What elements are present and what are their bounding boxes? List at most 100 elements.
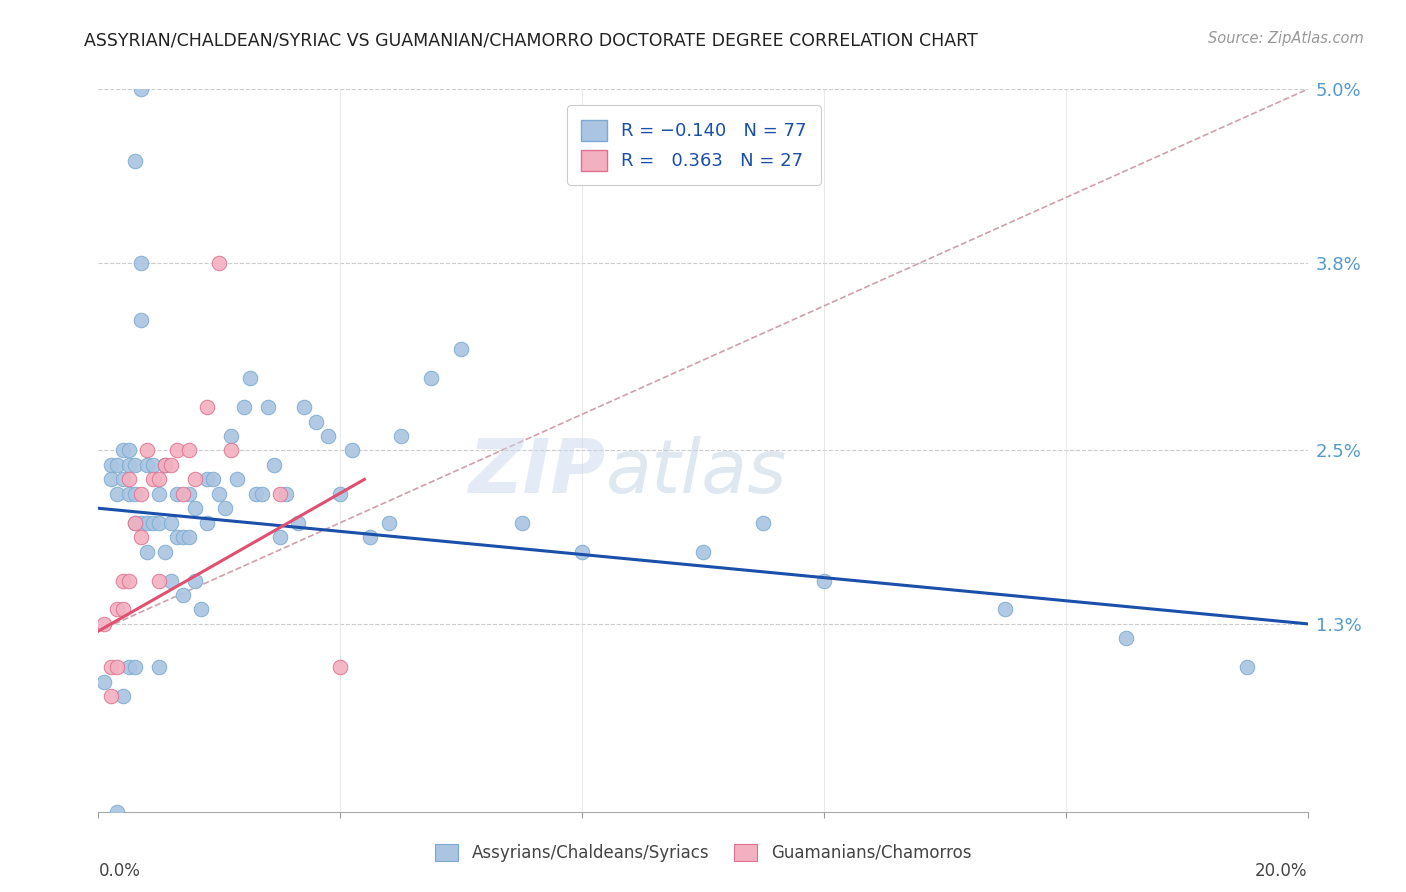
Point [172,487,194,501]
Point [105,458,128,472]
Point [377,516,399,530]
Point [450,343,472,357]
Point [239,371,262,385]
Point [142,458,165,472]
Point [510,516,533,530]
Point [118,458,141,472]
Point [153,458,176,472]
Point [179,443,201,458]
Point [111,574,134,588]
Point [124,154,146,169]
Text: 0.0%: 0.0% [98,863,141,880]
Point [118,443,141,458]
Point [1115,632,1137,646]
Point [179,530,201,544]
Point [148,472,170,486]
Point [142,472,165,486]
Point [105,805,128,819]
Point [142,516,165,530]
Point [269,487,291,501]
Point [166,443,188,458]
Point [287,516,309,530]
Point [124,516,146,530]
Point [342,443,364,458]
Point [813,574,835,588]
Text: atlas: atlas [606,436,787,508]
Point [105,487,128,501]
Point [184,574,207,588]
Point [752,516,775,530]
Point [124,458,146,472]
Point [93,674,115,689]
Point [124,660,146,674]
Point [100,660,122,674]
Point [245,487,267,501]
Point [190,602,212,616]
Point [118,487,141,501]
Point [172,588,194,602]
Point [118,472,141,486]
Point [184,501,207,516]
Point [148,516,170,530]
Point [129,255,152,269]
Point [166,487,188,501]
Point [269,530,291,544]
Point [232,400,254,414]
Point [148,574,170,588]
Point [135,516,157,530]
Point [135,458,157,472]
Point [129,516,152,530]
Point [214,501,236,516]
Point [105,602,128,616]
Point [208,487,231,501]
Point [292,400,315,414]
Point [111,472,134,486]
Point [195,472,218,486]
Point [111,602,134,616]
Point [118,574,141,588]
Point [100,472,122,486]
Point [148,487,170,501]
Point [329,487,352,501]
Point [129,313,152,327]
Point [111,443,134,458]
Text: ASSYRIAN/CHALDEAN/SYRIAC VS GUAMANIAN/CHAMORRO DOCTORATE DEGREE CORRELATION CHAR: ASSYRIAN/CHALDEAN/SYRIAC VS GUAMANIAN/CH… [84,31,979,49]
Point [274,487,297,501]
Point [360,530,382,544]
Point [389,429,412,443]
Point [160,574,183,588]
Point [195,516,218,530]
Legend: Assyrians/Chaldeans/Syriacs, Guamanians/Chamorros: Assyrians/Chaldeans/Syriacs, Guamanians/… [427,837,979,869]
Point [195,400,218,414]
Text: 20.0%: 20.0% [1256,863,1308,880]
Point [105,660,128,674]
Point [692,544,714,558]
Point [420,371,443,385]
Point [221,429,243,443]
Point [994,602,1017,616]
Point [129,82,152,96]
Point [129,487,152,501]
Point [135,544,157,558]
Point [100,458,122,472]
Point [153,458,176,472]
Point [250,487,273,501]
Point [221,443,243,458]
Point [226,472,249,486]
Point [1236,660,1258,674]
Point [129,530,152,544]
Point [571,544,593,558]
Point [305,415,328,429]
Point [179,487,201,501]
Point [118,660,141,674]
Point [148,660,170,674]
Point [100,689,122,703]
Point [160,458,183,472]
Point [263,458,285,472]
Point [208,255,231,269]
Point [135,443,157,458]
Point [202,472,225,486]
Point [124,516,146,530]
Point [166,530,188,544]
Point [160,516,183,530]
